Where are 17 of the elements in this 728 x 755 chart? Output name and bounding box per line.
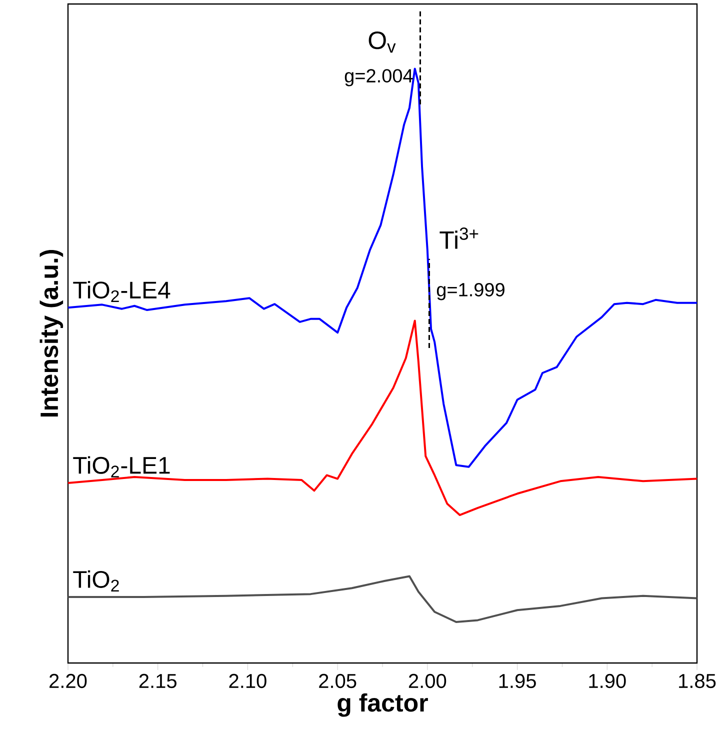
x-tick-label: 2.05 <box>319 674 356 688</box>
x-tick-label: 2.10 <box>229 674 266 688</box>
series-label: TiO$_{2}$ <box>73 570 119 592</box>
x-tick-label: 1.90 <box>589 674 626 688</box>
ref-line-label: g=2.004 <box>344 69 413 86</box>
x-tick-label: 2.20 <box>50 674 87 688</box>
series-label: TiO$_{2}$-LE1 <box>73 456 170 478</box>
x-axis-title: g factor <box>338 693 428 717</box>
text: O$_{v}$ <box>368 31 396 53</box>
series-label: TiO$_{2}$-LE4 <box>73 280 170 302</box>
x-tick-label: 1.85 <box>679 674 716 688</box>
ref-line-label: g=1.999 <box>436 283 504 300</box>
x-tick-label: 2.00 <box>408 674 446 688</box>
x-tick-label: 2.15 <box>139 674 176 688</box>
x-tick-label: 1.95 <box>499 674 536 688</box>
annotation: Ti$^{3+}$ <box>440 228 478 249</box>
y-axis-title: Intensity (a.u.) <box>40 250 64 417</box>
